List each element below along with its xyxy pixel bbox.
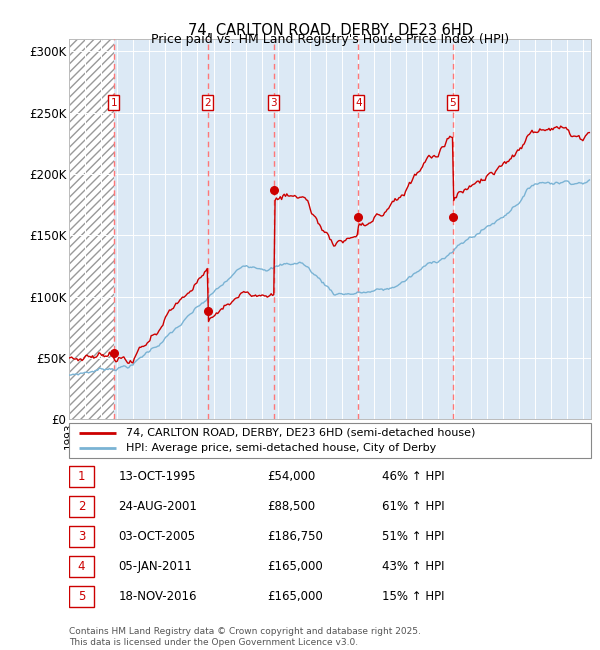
FancyBboxPatch shape	[69, 466, 94, 487]
Text: 4: 4	[78, 560, 85, 573]
Text: 13-OCT-1995: 13-OCT-1995	[119, 470, 196, 483]
FancyBboxPatch shape	[69, 586, 94, 606]
Text: 3: 3	[78, 530, 85, 543]
Text: 74, CARLTON ROAD, DERBY, DE23 6HD (semi-detached house): 74, CARLTON ROAD, DERBY, DE23 6HD (semi-…	[127, 428, 476, 437]
Text: 4: 4	[355, 98, 362, 108]
FancyBboxPatch shape	[69, 526, 94, 547]
Text: 1: 1	[78, 470, 85, 483]
Text: 05-JAN-2011: 05-JAN-2011	[119, 560, 193, 573]
Text: 24-AUG-2001: 24-AUG-2001	[119, 500, 197, 513]
Text: Price paid vs. HM Land Registry's House Price Index (HPI): Price paid vs. HM Land Registry's House …	[151, 32, 509, 46]
Text: £165,000: £165,000	[268, 560, 323, 573]
Text: 1: 1	[110, 98, 117, 108]
FancyBboxPatch shape	[69, 422, 591, 458]
Text: Contains HM Land Registry data © Crown copyright and database right 2025.
This d: Contains HM Land Registry data © Crown c…	[69, 627, 421, 647]
Text: £165,000: £165,000	[268, 590, 323, 603]
Text: 03-OCT-2005: 03-OCT-2005	[119, 530, 196, 543]
Text: £186,750: £186,750	[268, 530, 323, 543]
Text: 43% ↑ HPI: 43% ↑ HPI	[382, 560, 445, 573]
Text: 74, CARLTON ROAD, DERBY, DE23 6HD: 74, CARLTON ROAD, DERBY, DE23 6HD	[187, 23, 473, 38]
Text: 15% ↑ HPI: 15% ↑ HPI	[382, 590, 445, 603]
FancyBboxPatch shape	[69, 496, 94, 517]
Text: 51% ↑ HPI: 51% ↑ HPI	[382, 530, 445, 543]
Text: 3: 3	[271, 98, 277, 108]
Text: 2: 2	[78, 500, 85, 513]
Text: HPI: Average price, semi-detached house, City of Derby: HPI: Average price, semi-detached house,…	[127, 443, 437, 453]
Bar	[69, 39, 113, 419]
Text: £88,500: £88,500	[268, 500, 316, 513]
Text: 61% ↑ HPI: 61% ↑ HPI	[382, 500, 445, 513]
Text: 5: 5	[449, 98, 456, 108]
Text: 46% ↑ HPI: 46% ↑ HPI	[382, 470, 445, 483]
Text: £54,000: £54,000	[268, 470, 316, 483]
Text: 2: 2	[205, 98, 211, 108]
Text: 18-NOV-2016: 18-NOV-2016	[119, 590, 197, 603]
Text: 5: 5	[78, 590, 85, 603]
FancyBboxPatch shape	[69, 556, 94, 577]
